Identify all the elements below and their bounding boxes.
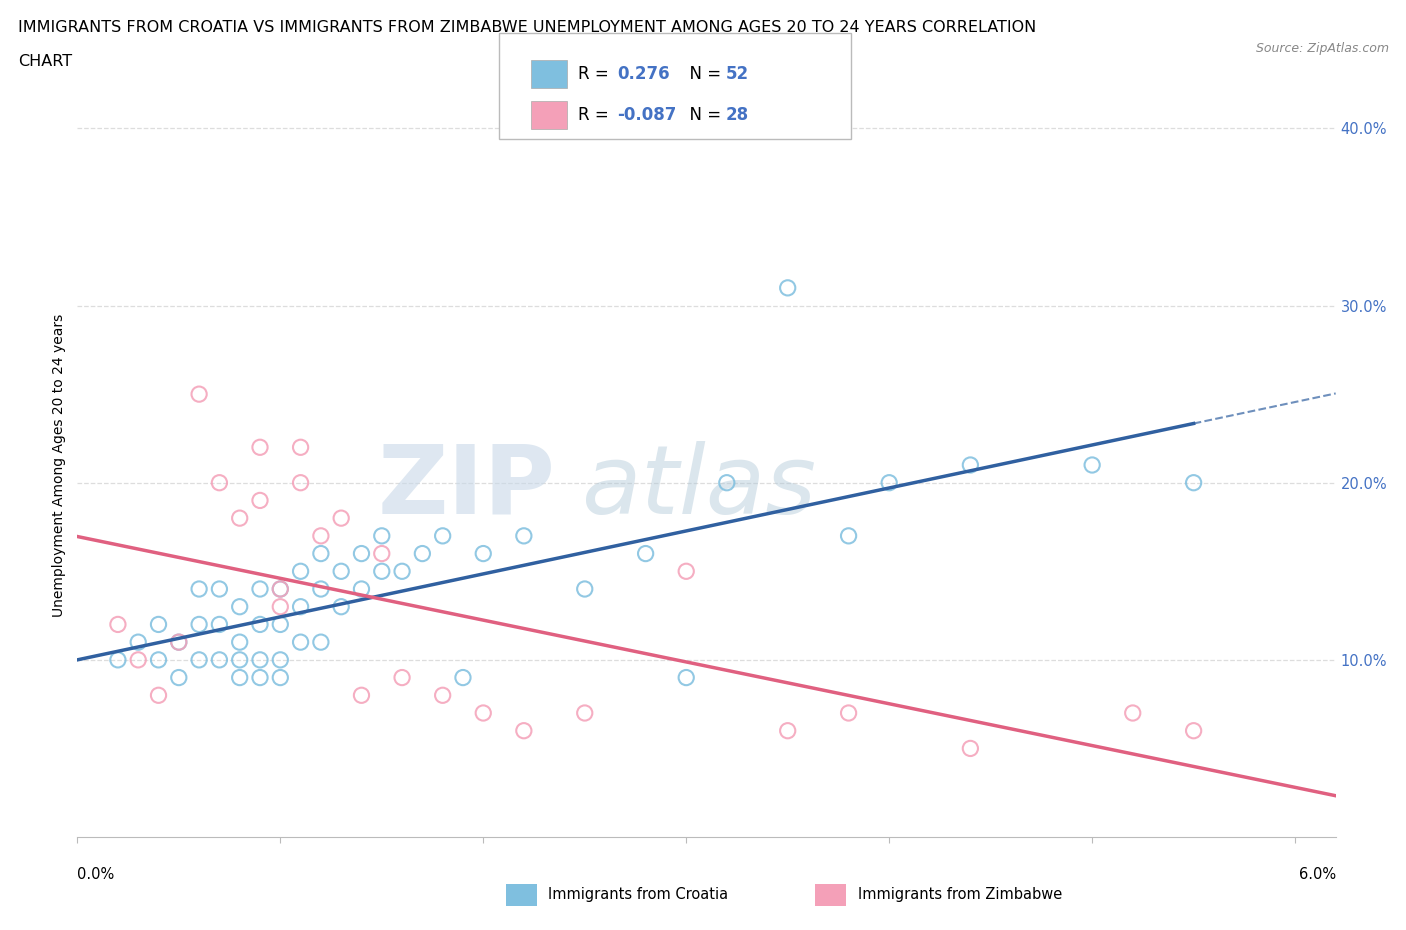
Point <box>432 688 454 703</box>
Point <box>188 581 211 596</box>
Text: R =: R = <box>578 65 614 84</box>
Point <box>330 599 353 614</box>
Point <box>269 653 291 668</box>
Point <box>451 671 474 685</box>
Point <box>249 440 271 455</box>
Point <box>309 634 332 649</box>
Point <box>249 617 271 631</box>
Text: R =: R = <box>578 106 614 125</box>
Point <box>290 564 312 578</box>
Text: Source: ZipAtlas.com: Source: ZipAtlas.com <box>1256 42 1389 55</box>
Point <box>309 528 332 543</box>
Point <box>1182 475 1205 490</box>
Text: N =: N = <box>679 65 727 84</box>
Point <box>330 564 353 578</box>
Point <box>411 546 433 561</box>
Point <box>776 281 799 296</box>
Point <box>391 671 413 685</box>
Point <box>127 653 149 668</box>
Point <box>228 599 250 614</box>
Point <box>167 634 190 649</box>
Point <box>290 475 312 490</box>
Point <box>371 546 394 561</box>
Point <box>432 528 454 543</box>
Point <box>838 528 860 543</box>
Point <box>107 653 129 668</box>
Text: 28: 28 <box>725 106 748 125</box>
Point <box>309 546 332 561</box>
Point <box>1122 706 1144 721</box>
Point <box>249 653 271 668</box>
Point <box>371 564 394 578</box>
Point <box>269 581 291 596</box>
Point <box>350 688 373 703</box>
Point <box>513 724 536 738</box>
Point <box>776 724 799 738</box>
Y-axis label: Unemployment Among Ages 20 to 24 years: Unemployment Among Ages 20 to 24 years <box>52 313 66 617</box>
Point <box>350 581 373 596</box>
Point <box>634 546 657 561</box>
Point <box>188 653 211 668</box>
Text: 6.0%: 6.0% <box>1299 867 1336 882</box>
Point <box>574 581 596 596</box>
Point <box>167 671 190 685</box>
Point <box>208 581 231 596</box>
Point <box>1081 458 1104 472</box>
Text: Immigrants from Croatia: Immigrants from Croatia <box>548 887 728 902</box>
Point <box>472 706 495 721</box>
Point <box>269 599 291 614</box>
Point <box>148 653 170 668</box>
Point <box>391 564 413 578</box>
Point <box>959 458 981 472</box>
Point <box>249 671 271 685</box>
Text: Immigrants from Zimbabwe: Immigrants from Zimbabwe <box>858 887 1062 902</box>
Point <box>249 493 271 508</box>
Point <box>127 634 149 649</box>
Text: 0.0%: 0.0% <box>77 867 114 882</box>
Point <box>148 617 170 631</box>
Point <box>838 706 860 721</box>
Point <box>228 511 250 525</box>
Point <box>269 671 291 685</box>
Point <box>574 706 596 721</box>
Text: N =: N = <box>679 106 727 125</box>
Point <box>877 475 900 490</box>
Point <box>472 546 495 561</box>
Point <box>269 581 291 596</box>
Point <box>675 564 697 578</box>
Text: -0.087: -0.087 <box>617 106 676 125</box>
Point <box>249 581 271 596</box>
Point <box>959 741 981 756</box>
Point <box>188 387 211 402</box>
Point <box>167 634 190 649</box>
Point <box>716 475 738 490</box>
Point <box>513 528 536 543</box>
Point <box>330 511 353 525</box>
Point <box>290 440 312 455</box>
Point <box>208 617 231 631</box>
Point <box>675 671 697 685</box>
Point <box>208 475 231 490</box>
Point <box>290 599 312 614</box>
Point <box>228 653 250 668</box>
Point <box>228 671 250 685</box>
Point <box>309 581 332 596</box>
Point <box>1182 724 1205 738</box>
Point <box>290 634 312 649</box>
Point <box>107 617 129 631</box>
Text: 52: 52 <box>725 65 748 84</box>
Point <box>148 688 170 703</box>
Point <box>188 617 211 631</box>
Text: atlas: atlas <box>581 441 815 534</box>
Point <box>371 528 394 543</box>
Point <box>269 617 291 631</box>
Point <box>208 653 231 668</box>
Text: IMMIGRANTS FROM CROATIA VS IMMIGRANTS FROM ZIMBABWE UNEMPLOYMENT AMONG AGES 20 T: IMMIGRANTS FROM CROATIA VS IMMIGRANTS FR… <box>18 20 1036 35</box>
Point <box>350 546 373 561</box>
Text: CHART: CHART <box>18 54 72 69</box>
Text: 0.276: 0.276 <box>617 65 669 84</box>
Point <box>228 634 250 649</box>
Text: ZIP: ZIP <box>378 441 555 534</box>
